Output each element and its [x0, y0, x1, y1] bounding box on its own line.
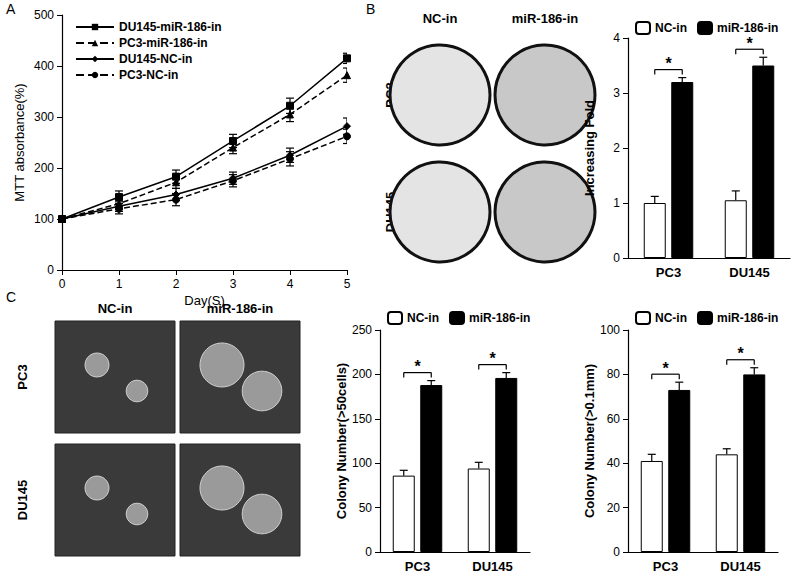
svg-text:C: C — [6, 289, 16, 305]
svg-text:miR-186-in: miR-186-in — [206, 300, 274, 316]
svg-text:DU145: DU145 — [720, 559, 760, 574]
svg-text:400: 400 — [34, 59, 54, 73]
svg-text:NC-in: NC-in — [655, 311, 687, 325]
svg-text:A: A — [6, 1, 16, 17]
svg-text:DU145-miR-186-in: DU145-miR-186-in — [119, 20, 222, 34]
svg-text:NC-in: NC-in — [407, 311, 439, 325]
svg-text:0: 0 — [47, 263, 54, 277]
svg-text:0: 0 — [365, 545, 372, 559]
svg-text:100: 100 — [34, 212, 54, 226]
svg-text:5: 5 — [344, 277, 351, 291]
svg-text:*: * — [665, 55, 672, 72]
svg-text:4: 4 — [287, 277, 294, 291]
svg-text:Day(S): Day(S) — [184, 293, 224, 308]
svg-text:3: 3 — [613, 86, 620, 100]
svg-text:20: 20 — [607, 501, 621, 515]
svg-text:0: 0 — [613, 251, 620, 265]
svg-text:4: 4 — [613, 31, 620, 45]
svg-text:Increasing Fold: Increasing Fold — [582, 100, 597, 196]
svg-text:miR-186-in: miR-186-in — [469, 311, 530, 325]
svg-text:NC-in: NC-in — [423, 11, 458, 26]
svg-text:60: 60 — [607, 412, 621, 426]
svg-text:MTT absorbance(%): MTT absorbance(%) — [12, 83, 27, 201]
svg-text:miR-186-in: miR-186-in — [512, 11, 579, 26]
svg-text:0: 0 — [59, 277, 66, 291]
svg-text:40: 40 — [607, 456, 621, 470]
svg-text:PC3-NC-in: PC3-NC-in — [119, 68, 178, 82]
svg-text:PC3: PC3 — [405, 559, 430, 574]
svg-text:miR-186-in: miR-186-in — [717, 311, 778, 325]
svg-text:*: * — [489, 350, 496, 367]
svg-text:2: 2 — [613, 141, 620, 155]
svg-text:300: 300 — [34, 110, 54, 124]
svg-text:100: 100 — [352, 456, 372, 470]
svg-text:200: 200 — [352, 367, 372, 381]
svg-text:miR-186-in: miR-186-in — [717, 21, 778, 35]
svg-text:0: 0 — [613, 545, 620, 559]
svg-text:Colony Number(>50cells): Colony Number(>50cells) — [334, 363, 349, 519]
svg-text:3: 3 — [230, 277, 237, 291]
svg-text:2: 2 — [173, 277, 180, 291]
svg-text:NC-in: NC-in — [655, 21, 687, 35]
svg-text:PC3-miR-186-in: PC3-miR-186-in — [119, 36, 208, 50]
svg-text:80: 80 — [607, 367, 621, 381]
svg-text:NC-in: NC-in — [98, 301, 133, 316]
svg-text:*: * — [414, 358, 421, 375]
svg-text:*: * — [746, 35, 753, 52]
svg-text:DU145: DU145 — [729, 265, 769, 280]
svg-text:DU145: DU145 — [15, 480, 30, 520]
svg-text:1: 1 — [116, 277, 123, 291]
svg-text:B: B — [366, 1, 375, 17]
svg-text:100: 100 — [600, 323, 620, 337]
svg-text:200: 200 — [34, 161, 54, 175]
svg-text:250: 250 — [352, 323, 372, 337]
svg-text:Colony Number(>0.1mm): Colony Number(>0.1mm) — [582, 364, 597, 518]
svg-text:DU145-NC-in: DU145-NC-in — [119, 52, 192, 66]
svg-text:PC3: PC3 — [653, 559, 678, 574]
svg-text:*: * — [737, 345, 744, 362]
svg-text:*: * — [662, 360, 669, 377]
svg-text:PC3: PC3 — [15, 364, 30, 389]
svg-text:PC3: PC3 — [656, 265, 681, 280]
svg-text:500: 500 — [34, 8, 54, 22]
svg-text:DU145: DU145 — [472, 559, 512, 574]
svg-text:150: 150 — [352, 412, 372, 426]
svg-text:50: 50 — [359, 501, 373, 515]
svg-text:1: 1 — [613, 196, 620, 210]
